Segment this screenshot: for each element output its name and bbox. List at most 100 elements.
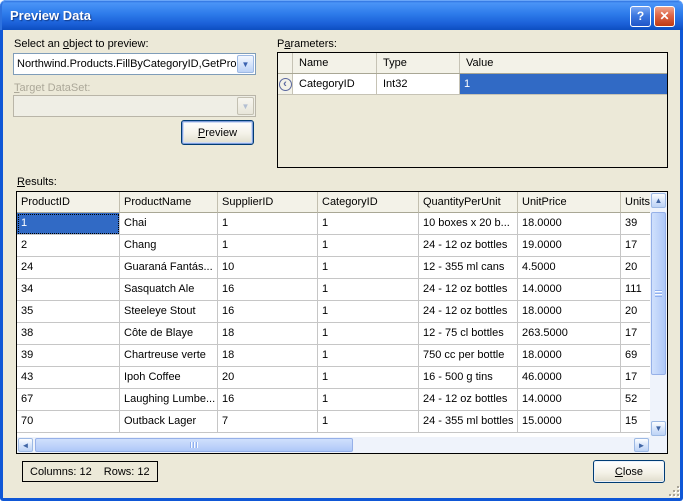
table-cell[interactable]: 24 - 12 oz bottles xyxy=(419,301,518,323)
column-header-supplierid[interactable]: SupplierID xyxy=(218,192,318,213)
table-cell[interactable]: 12 - 355 ml cans xyxy=(419,257,518,279)
table-cell[interactable]: Chartreuse verte xyxy=(120,345,218,367)
table-cell[interactable]: Laughing Lumbe... xyxy=(120,389,218,411)
table-cell[interactable]: 17 xyxy=(621,367,650,389)
table-cell[interactable]: 24 - 355 ml bottles xyxy=(419,411,518,433)
table-cell[interactable]: 16 xyxy=(218,279,318,301)
help-icon[interactable]: ? xyxy=(630,6,651,27)
table-cell[interactable]: 1 xyxy=(318,345,419,367)
table-cell[interactable]: 2 xyxy=(17,235,120,257)
table-cell[interactable]: 67 xyxy=(17,389,120,411)
table-cell[interactable]: 1 xyxy=(318,301,419,323)
table-cell[interactable]: Sasquatch Ale xyxy=(120,279,218,301)
table-cell[interactable]: 14.0000 xyxy=(518,279,621,301)
parameter-type-cell[interactable]: Int32 xyxy=(377,74,460,94)
table-cell[interactable]: 19.0000 xyxy=(518,235,621,257)
horizontal-scroll-thumb[interactable] xyxy=(35,438,353,452)
table-cell[interactable]: Chai xyxy=(120,213,218,235)
table-cell[interactable]: 750 cc per bottle xyxy=(419,345,518,367)
table-cell-selected[interactable]: 1 xyxy=(17,213,120,235)
table-cell[interactable]: 1 xyxy=(318,257,419,279)
horizontal-scroll-track[interactable] xyxy=(33,438,634,452)
table-cell[interactable]: 16 - 500 g tins xyxy=(419,367,518,389)
column-header-quantityperunit[interactable]: QuantityPerUnit xyxy=(419,192,518,213)
table-cell[interactable]: 43 xyxy=(17,367,120,389)
column-header-value[interactable]: Value xyxy=(466,57,494,69)
table-cell[interactable]: 1 xyxy=(218,235,318,257)
column-header-productid[interactable]: ProductID xyxy=(17,192,120,213)
table-cell[interactable]: 18 xyxy=(218,345,318,367)
table-cell[interactable]: 4.5000 xyxy=(518,257,621,279)
scroll-right-icon[interactable]: ► xyxy=(634,438,649,452)
table-cell[interactable]: 70 xyxy=(17,411,120,433)
table-cell[interactable]: 17 xyxy=(621,235,650,257)
table-cell[interactable]: 24 - 12 oz bottles xyxy=(419,389,518,411)
table-cell[interactable]: Chang xyxy=(120,235,218,257)
table-cell[interactable]: 39 xyxy=(621,213,650,235)
preview-button[interactable]: Preview xyxy=(181,120,254,145)
table-cell[interactable]: 7 xyxy=(218,411,318,433)
table-cell[interactable]: Guaraná Fantás... xyxy=(120,257,218,279)
object-picker-combobox[interactable]: Northwind.Products.FillByCategoryID,GetP… xyxy=(13,53,256,75)
table-cell[interactable]: 1 xyxy=(318,213,419,235)
column-header-name[interactable]: Name xyxy=(293,53,377,73)
vertical-scrollbar[interactable]: ▲ ▼ xyxy=(650,192,667,437)
table-cell[interactable]: 24 - 12 oz bottles xyxy=(419,235,518,257)
vertical-scroll-track[interactable] xyxy=(651,208,666,421)
scroll-down-icon[interactable]: ▼ xyxy=(651,421,666,436)
column-header-productname[interactable]: ProductName xyxy=(120,192,218,213)
table-cell[interactable]: 15.0000 xyxy=(518,411,621,433)
table-cell[interactable]: 52 xyxy=(621,389,650,411)
table-cell[interactable]: 111 xyxy=(621,279,650,301)
table-cell[interactable]: 1 xyxy=(318,411,419,433)
row-selector-cell[interactable]: ‹ xyxy=(278,74,293,94)
table-cell[interactable]: 18.0000 xyxy=(518,345,621,367)
chevron-down-icon[interactable]: ▼ xyxy=(237,55,254,73)
table-cell[interactable]: 1 xyxy=(318,389,419,411)
scroll-up-icon[interactable]: ▲ xyxy=(651,193,666,208)
table-cell[interactable]: 20 xyxy=(621,301,650,323)
horizontal-scrollbar[interactable]: ◄ ► xyxy=(17,437,650,453)
table-cell[interactable]: 24 - 12 oz bottles xyxy=(419,279,518,301)
table-cell[interactable]: 1 xyxy=(318,323,419,345)
title-bar[interactable]: Preview Data ? ✕ xyxy=(0,0,683,30)
resize-grip[interactable] xyxy=(667,484,679,496)
table-cell[interactable]: 18.0000 xyxy=(518,301,621,323)
close-button[interactable]: Close xyxy=(593,460,665,483)
table-cell[interactable]: 20 xyxy=(621,257,650,279)
column-header-categoryid[interactable]: CategoryID xyxy=(318,192,419,213)
table-cell[interactable]: 35 xyxy=(17,301,120,323)
parameter-name-cell[interactable]: CategoryID xyxy=(293,74,377,94)
table-cell[interactable]: Côte de Blaye xyxy=(120,323,218,345)
scroll-left-icon[interactable]: ◄ xyxy=(18,438,33,452)
column-header-unitsinstock[interactable]: UnitsI xyxy=(621,192,650,213)
table-cell[interactable]: 263.5000 xyxy=(518,323,621,345)
table-cell[interactable]: Ipoh Coffee xyxy=(120,367,218,389)
table-cell[interactable]: 69 xyxy=(621,345,650,367)
table-cell[interactable]: 12 - 75 cl bottles xyxy=(419,323,518,345)
table-cell[interactable]: 38 xyxy=(17,323,120,345)
column-header-type[interactable]: Type xyxy=(377,53,460,73)
table-cell[interactable]: 15 xyxy=(621,411,650,433)
table-cell[interactable]: 20 xyxy=(218,367,318,389)
parameter-value-cell[interactable]: 1 xyxy=(460,74,667,94)
vertical-scroll-thumb[interactable] xyxy=(651,212,666,375)
table-cell[interactable]: 34 xyxy=(17,279,120,301)
table-cell[interactable]: 46.0000 xyxy=(518,367,621,389)
table-cell[interactable]: 18.0000 xyxy=(518,213,621,235)
table-cell[interactable]: Outback Lager xyxy=(120,411,218,433)
table-cell[interactable]: 1 xyxy=(318,279,419,301)
table-cell[interactable]: 10 boxes x 20 b... xyxy=(419,213,518,235)
table-cell[interactable]: 16 xyxy=(218,389,318,411)
column-header-unitprice[interactable]: UnitPrice xyxy=(518,192,621,213)
table-cell[interactable]: 10 xyxy=(218,257,318,279)
table-cell[interactable]: 17 xyxy=(621,323,650,345)
table-cell[interactable]: 16 xyxy=(218,301,318,323)
table-cell[interactable]: 1 xyxy=(318,235,419,257)
row-selector-header[interactable] xyxy=(278,53,293,73)
close-icon[interactable]: ✕ xyxy=(654,6,675,27)
table-cell[interactable]: 1 xyxy=(318,367,419,389)
table-cell[interactable]: 18 xyxy=(218,323,318,345)
table-cell[interactable]: 39 xyxy=(17,345,120,367)
table-cell[interactable]: Steeleye Stout xyxy=(120,301,218,323)
